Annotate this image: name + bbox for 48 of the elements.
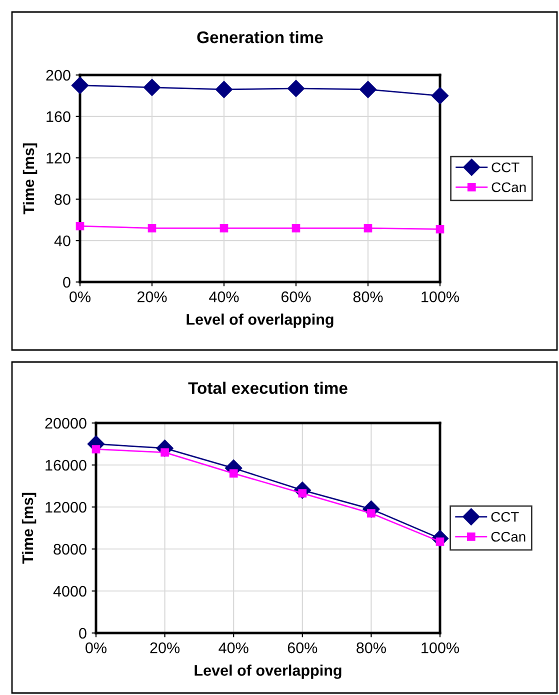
point: [92, 445, 100, 454]
point: [215, 80, 233, 98]
chart-title: Generation time: [197, 30, 323, 44]
point: [431, 87, 449, 104]
y-tick-label: 8000: [54, 544, 86, 555]
y-tick-label: 16000: [46, 460, 86, 471]
x-tick-label: 0%: [86, 642, 106, 654]
y-tick-label: 80: [54, 194, 70, 205]
point: [71, 76, 89, 94]
y-tick-label: 120: [46, 152, 70, 164]
x-tick-label: 40%: [209, 291, 239, 302]
y-tick-label: 20000: [45, 418, 86, 429]
y-tick-label: 40: [54, 235, 70, 246]
y-tick-label: 0: [63, 276, 70, 288]
x-tick-label: 80%: [356, 642, 386, 654]
y-tick-label: 12000: [46, 502, 86, 513]
y-tick-label: 0: [79, 628, 86, 639]
point: [220, 224, 228, 232]
x-tick-label: 20%: [137, 291, 167, 302]
x-tick-label: 40%: [218, 642, 248, 654]
point: [229, 469, 238, 478]
point: [359, 80, 377, 98]
y-tick-label: 200: [46, 70, 70, 81]
point: [76, 222, 84, 230]
y-tick-label: 160: [46, 111, 70, 122]
point: [287, 80, 305, 98]
x-tick-label: 0%: [70, 291, 90, 302]
point: [148, 224, 156, 232]
y-axis-title: Time [ms]: [22, 492, 36, 564]
point: [364, 224, 372, 232]
x-tick-label: 100%: [422, 642, 459, 654]
y-axis-title: Time [ms]: [22, 143, 38, 214]
legend-label: CCT: [492, 162, 520, 172]
x-tick-label: 80%: [353, 291, 383, 302]
x-tick-label: 100%: [422, 291, 459, 302]
x-axis-title: Level of overlapping: [186, 314, 334, 328]
legend-label: CCan: [492, 182, 526, 192]
x-axis-title: Level of overlapping: [194, 664, 342, 679]
x-tick-label: 20%: [150, 642, 180, 654]
point: [143, 78, 161, 96]
point: [292, 224, 300, 232]
point: [436, 225, 444, 234]
x-tick-label: 60%: [281, 291, 311, 302]
y-tick-label: 4000: [53, 586, 86, 597]
chart-title: Total execution time: [188, 382, 348, 394]
x-tick-label: 60%: [288, 642, 318, 654]
legend-label: CCan: [491, 532, 526, 542]
legend-label: CCT: [491, 512, 519, 522]
